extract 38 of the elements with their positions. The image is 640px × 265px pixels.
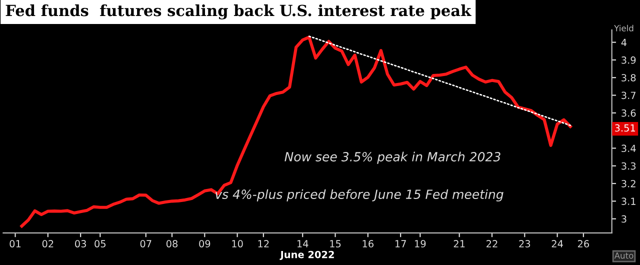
x-tick-label: 10 — [232, 240, 243, 248]
x-tick-label: 23 — [519, 240, 530, 248]
x-tick-label: 16 — [362, 240, 374, 248]
x-tick-label: 05 — [94, 240, 106, 248]
x-tick-label: 14 — [298, 240, 308, 248]
y-tick-label: 3.9 — [622, 56, 636, 64]
x-tick-label: 03 — [75, 240, 86, 248]
x-tick-label: 08 — [166, 240, 178, 248]
text: 3.51 — [615, 124, 636, 132]
line-series — [308, 36, 572, 126]
y-tick-label: 3.7 — [622, 92, 636, 100]
line-series — [20, 36, 572, 228]
text: Auto — [614, 252, 634, 259]
y-tick-label: 3.3 — [622, 162, 636, 170]
y-tick-label: 3.4 — [622, 144, 636, 152]
annotation: Now see 3.5% peak in March 2023 — [284, 152, 500, 164]
x-tick-label: 07 — [140, 240, 152, 248]
x-tick-label: 09 — [199, 240, 210, 248]
y-axis-title: Yield — [614, 24, 634, 32]
y-tick-label: 3.2 — [622, 180, 636, 188]
chart-title: Fed funds futures scaling back U.S. interest rate peak — [6, 4, 472, 20]
x-tick-label: 19 — [415, 240, 426, 248]
x-tick-label: 22 — [486, 240, 498, 248]
y-tick-label: 4 — [621, 38, 627, 46]
y-tick-label: 3.6 — [622, 109, 636, 117]
x-axis-title: June 2022 — [280, 250, 334, 260]
x-tick-label: 15 — [330, 240, 341, 248]
x-tick-label: 12 — [258, 240, 269, 248]
x-tick-label: 26 — [578, 240, 590, 248]
x-tick-label: 02 — [42, 240, 54, 248]
x-tick-label: 24 — [552, 240, 563, 248]
y-tick-label: 3.1 — [622, 198, 636, 205]
x-tick-label: 21 — [454, 240, 465, 248]
y-tick-label: 3 — [622, 215, 626, 223]
y-tick-label: 3.8 — [622, 74, 636, 82]
x-tick-label: 01 — [10, 240, 21, 248]
x-tick-label: 17 — [395, 240, 406, 248]
annotation: vs 4%-plus priced before June 15 Fed meeting — [216, 189, 504, 202]
